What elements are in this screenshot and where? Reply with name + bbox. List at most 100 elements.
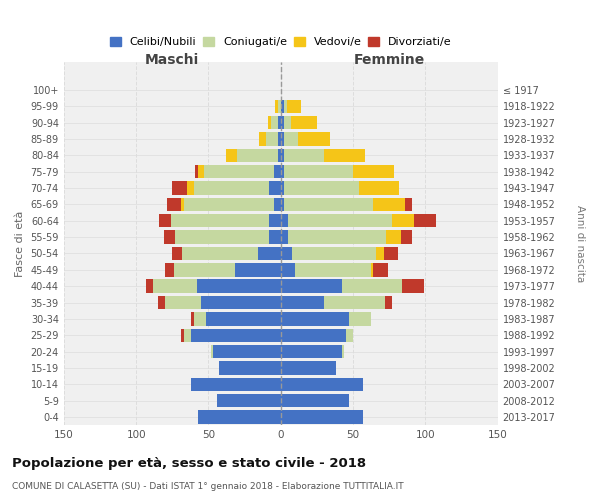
Bar	[269, 214, 281, 228]
Bar	[281, 182, 284, 195]
Bar	[274, 198, 281, 211]
Bar	[191, 312, 194, 326]
Bar	[281, 148, 284, 162]
Bar	[175, 230, 269, 244]
Bar	[281, 116, 284, 130]
Bar	[172, 182, 187, 195]
Bar	[346, 328, 353, 342]
Bar	[341, 345, 344, 358]
Bar	[392, 214, 414, 228]
Bar	[284, 165, 353, 178]
Bar	[182, 247, 257, 260]
Bar	[281, 230, 288, 244]
Bar	[181, 198, 184, 211]
Bar	[281, 198, 284, 211]
Bar	[165, 263, 174, 276]
Bar	[281, 214, 288, 228]
Bar	[295, 263, 371, 276]
Bar	[204, 165, 274, 178]
Bar	[383, 247, 398, 260]
Bar	[268, 116, 271, 130]
Y-axis label: Anni di nascita: Anni di nascita	[575, 205, 585, 282]
Bar	[385, 296, 392, 309]
Y-axis label: Fasce di età: Fasce di età	[15, 210, 25, 277]
Bar	[278, 132, 281, 145]
Bar	[281, 280, 341, 293]
Text: Popolazione per età, sesso e stato civile - 2018: Popolazione per età, sesso e stato civil…	[12, 458, 366, 470]
Bar	[373, 198, 405, 211]
Bar	[199, 410, 281, 424]
Bar	[376, 247, 383, 260]
Bar	[284, 116, 291, 130]
Bar	[373, 263, 388, 276]
Bar	[284, 148, 324, 162]
Bar	[217, 394, 281, 407]
Bar	[281, 345, 341, 358]
Bar	[154, 280, 197, 293]
Bar	[401, 230, 412, 244]
Bar	[281, 378, 363, 391]
Bar	[269, 182, 281, 195]
Bar	[284, 198, 373, 211]
Bar	[172, 247, 182, 260]
Bar	[371, 263, 373, 276]
Bar	[164, 230, 175, 244]
Bar	[184, 198, 274, 211]
Text: COMUNE DI CALASETTA (SU) - Dati ISTAT 1° gennaio 2018 - Elaborazione TUTTITALIA.: COMUNE DI CALASETTA (SU) - Dati ISTAT 1°…	[12, 482, 404, 491]
Bar	[275, 100, 278, 113]
Bar	[274, 165, 281, 178]
Bar	[284, 100, 287, 113]
Bar	[197, 280, 281, 293]
Bar	[201, 296, 281, 309]
Bar	[287, 100, 301, 113]
Bar	[206, 312, 281, 326]
Bar	[281, 312, 349, 326]
Bar	[194, 182, 269, 195]
Bar	[238, 148, 278, 162]
Bar	[386, 230, 401, 244]
Bar	[281, 132, 284, 145]
Bar	[281, 361, 336, 374]
Bar	[281, 263, 295, 276]
Bar	[191, 378, 281, 391]
Bar	[257, 247, 281, 260]
Bar	[259, 132, 266, 145]
Bar	[353, 165, 394, 178]
Bar	[167, 198, 181, 211]
Bar	[288, 230, 386, 244]
Bar	[218, 361, 281, 374]
Bar	[226, 148, 238, 162]
Bar	[324, 148, 365, 162]
Text: Maschi: Maschi	[145, 53, 199, 67]
Bar	[281, 394, 349, 407]
Bar	[298, 132, 330, 145]
Bar	[281, 165, 284, 178]
Bar	[292, 247, 376, 260]
Text: Femmine: Femmine	[353, 53, 425, 67]
Bar	[184, 328, 191, 342]
Bar	[341, 280, 403, 293]
Bar	[187, 182, 194, 195]
Bar	[403, 280, 424, 293]
Bar	[266, 132, 278, 145]
Bar	[284, 132, 298, 145]
Bar	[281, 247, 292, 260]
Bar	[146, 280, 154, 293]
Bar	[213, 345, 281, 358]
Bar	[158, 296, 165, 309]
Bar	[211, 345, 213, 358]
Bar	[405, 198, 412, 211]
Bar	[288, 214, 392, 228]
Bar	[324, 296, 385, 309]
Bar	[174, 263, 235, 276]
Bar	[281, 410, 363, 424]
Bar	[414, 214, 436, 228]
Bar	[284, 182, 359, 195]
Bar	[359, 182, 400, 195]
Bar	[235, 263, 281, 276]
Bar	[291, 116, 317, 130]
Bar	[278, 116, 281, 130]
Bar	[181, 328, 184, 342]
Bar	[199, 165, 204, 178]
Bar	[196, 165, 199, 178]
